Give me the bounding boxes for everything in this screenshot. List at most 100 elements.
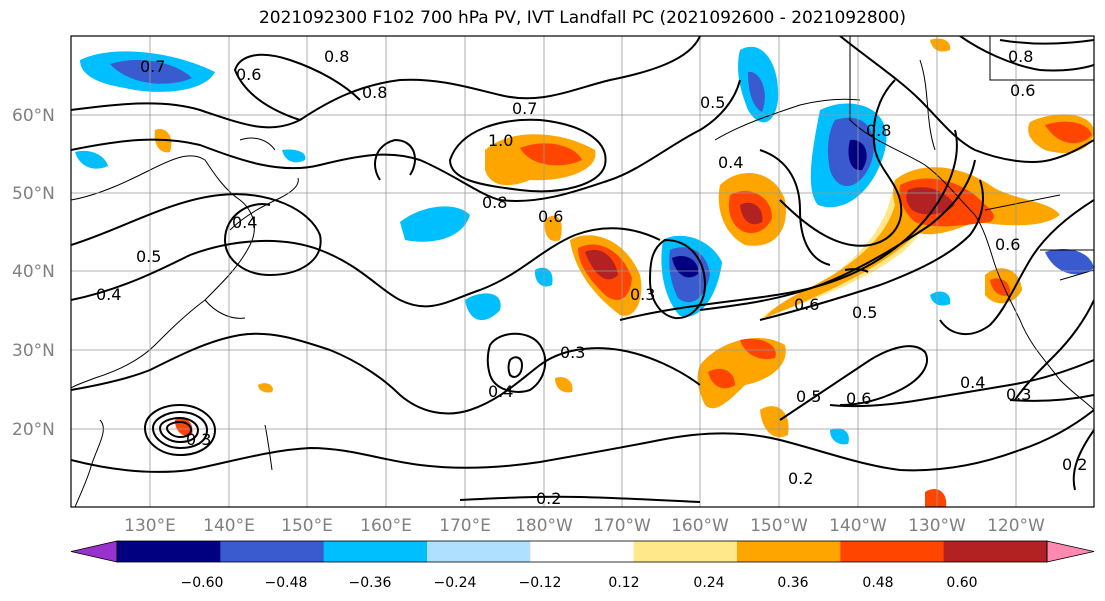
lat-label: 40°N [12,262,55,282]
lat-label: 50°N [12,184,55,204]
colorbar-segment [220,541,325,562]
colorbar-segment [323,541,428,562]
negative-anomaly-blob [75,150,108,169]
positive-anomaly-blob [1045,121,1092,144]
lon-label: 130°E [124,516,176,536]
positive-anomaly-blob [990,278,1011,296]
lon-label: 160°E [360,516,412,536]
positive-anomaly-blob [930,38,951,52]
contour-label: 0.5 [796,387,821,406]
positive-anomaly-blob [760,406,789,438]
ivt-contours [71,36,1094,503]
contour-label: 0.4 [232,213,257,232]
positive-anomaly-blob [258,383,273,393]
contour-label: 0.3 [560,343,585,362]
lon-label: 170°W [593,516,651,536]
contour-label: 0.3 [1006,385,1031,404]
lon-label: 130°W [908,516,966,536]
lon-label: 150°E [281,516,333,536]
colorbar-tick-label: −0.36 [349,575,392,591]
colorbar-tick-label: −0.60 [181,575,224,591]
colorbar-extend-low [70,540,118,563]
contour-label: 0.2 [1062,455,1087,474]
positive-anomaly-blob [925,488,947,507]
colorbar-tick-label: 0.24 [693,575,724,591]
lat-label: 20°N [12,420,55,440]
negative-anomaly-blob [748,71,765,112]
colorbar-segment [427,541,531,562]
map-border [70,35,1095,508]
contour-label: 0.4 [718,153,743,172]
colorbar-tick-label: −0.48 [265,575,308,591]
negative-anomaly-blob [282,149,306,163]
lon-label: 140°E [203,516,255,536]
negative-anomaly-blob [830,428,849,445]
colorbar: −0.60 −0.48 −0.36 −0.24 −0.12 0.12 0.24 … [70,540,1095,591]
lon-label: 150°W [750,516,808,536]
positive-anomaly-blob [555,376,573,393]
contour-label: 0.8 [482,193,507,212]
negative-anomaly-blob [848,139,867,171]
contour-label: 0.2 [788,469,813,488]
contour-label: 0.5 [700,93,725,112]
latitude-labels: 60°N 50°N 40°N 30°N 20°N [12,106,55,440]
colorbar-tick-label: 0.60 [946,575,977,591]
contour-label: 0.8 [1008,47,1033,66]
colorbar-tick-label: 0.48 [862,575,893,591]
contour-label: 0.6 [846,389,871,408]
lon-label: 160°W [671,516,729,536]
contour-label: 0.6 [995,235,1020,254]
contour-label: 0.4 [96,285,121,304]
colorbar-segment [530,541,635,562]
contour-label: 0.3 [186,430,211,449]
contour-label: 1.0 [488,131,513,150]
negative-anomaly-blob [465,293,501,321]
contour-label: 0.8 [324,47,349,66]
contour-label: 0.2 [536,489,561,508]
negative-anomaly-blob [400,206,470,242]
colorbar-segment [943,541,1048,562]
positive-anomaly-blob [520,143,582,166]
contour-label: 0.6 [1010,81,1035,100]
colorbar-segments [70,540,1095,563]
colorbar-border [116,540,1048,563]
positive-anomaly-blob [765,183,934,318]
colorbar-extend-high [1046,540,1095,563]
colorbar-tick-label: −0.24 [434,575,477,591]
positive-anomaly-blob [740,338,776,360]
colorbar-segment [117,541,221,562]
coastlines [71,36,1094,507]
contour-label: 0.4 [960,373,985,392]
lon-label: 120°W [987,516,1045,536]
colorbar-tick-label: −0.12 [519,575,562,591]
colorbar-segment [633,541,738,562]
lon-label: 180°W [515,516,573,536]
shaded-pc-field [75,38,1094,507]
colorbar-segment [737,541,841,562]
colorbar-segment [840,541,945,562]
contour-label: 0.6 [794,295,819,314]
negative-anomaly-blob [1045,248,1094,275]
contour-labels: 0.7 0.8 0.6 0.8 0.7 1.0 0.8 0.6 0.5 0.4 … [96,47,1087,508]
contour-label: 0.6 [538,207,563,226]
map-title: 2021092300 F102 700 hPa PV, IVT Landfall… [258,8,906,28]
colorbar-ticks: −0.60 −0.48 −0.36 −0.24 −0.12 0.12 0.24 … [181,575,978,591]
negative-anomaly-blob [110,60,192,84]
contour-label: 0.5 [852,303,877,322]
contour-label: 0.7 [140,57,165,76]
positive-anomaly-blob [585,249,618,280]
negative-anomaly-blob [672,255,699,278]
lon-label: 170°E [439,516,491,536]
colorbar-tick-label: 0.36 [777,575,808,591]
contour-label: 0.8 [866,121,891,140]
contour-label: 0.6 [236,65,261,84]
longitude-labels: 130°E 140°E 150°E 160°E 170°E 180°W 170°… [124,516,1045,536]
lon-label: 140°W [829,516,887,536]
positive-anomaly-blob [708,368,735,389]
contour-label: 0.7 [512,99,537,118]
lat-label: 60°N [12,106,55,126]
negative-anomaly-blob [930,291,951,306]
contour-label: 0.3 [630,285,655,304]
colorbar-tick-label: 0.12 [608,575,639,591]
